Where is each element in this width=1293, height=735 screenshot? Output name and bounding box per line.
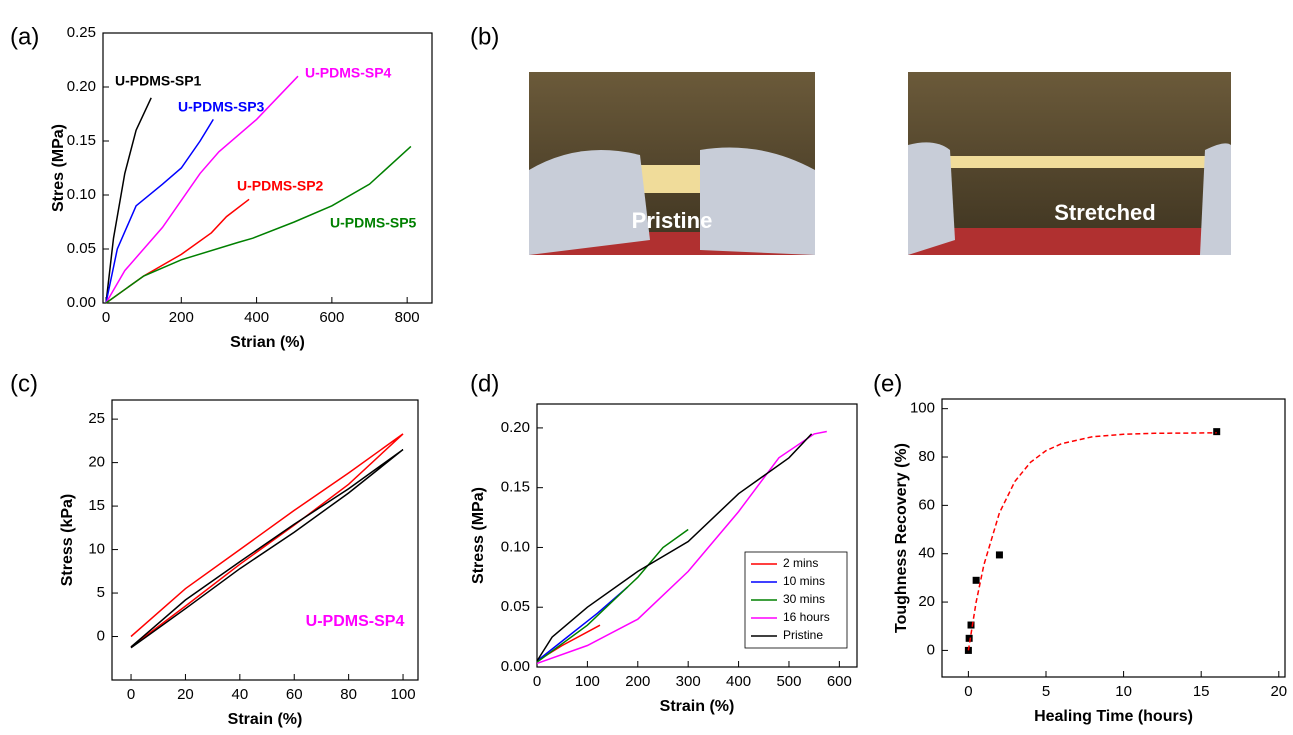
photo: Pristine (529, 72, 815, 255)
y-tick-label: 25 (88, 410, 105, 427)
x-tick-label: 100 (575, 673, 600, 690)
line (536, 586, 629, 662)
x-axis-title: Strain (%) (660, 698, 735, 715)
y-axis-title: Stress (kPa) (59, 494, 76, 587)
y-tick-label: 10 (88, 541, 105, 558)
y-tick-label: 0.15 (501, 479, 530, 496)
photo-caption: Pristine (632, 208, 713, 233)
y-axis-title: Stress (MPa) (470, 487, 487, 584)
x-tick-label: 60 (286, 686, 303, 703)
y-tick-label: 0.20 (501, 419, 530, 436)
y-tick-label: 0.25 (67, 24, 96, 41)
panel-label: (c) (10, 370, 38, 397)
line (130, 448, 404, 649)
y-tick-label: 0.05 (501, 598, 530, 615)
x-tick-label: 300 (676, 673, 701, 690)
y-tick-label: 0.10 (501, 538, 530, 555)
x-tick-label: 20 (1270, 683, 1287, 700)
x-tick-label: 500 (776, 673, 801, 690)
line (130, 433, 404, 648)
point (972, 576, 980, 584)
x-tick-label: 600 (319, 309, 344, 326)
point (964, 646, 972, 654)
y-tick-label: 60 (918, 496, 935, 513)
y-tick-label: 15 (88, 497, 105, 514)
x-axis-title: Strian (%) (230, 334, 305, 351)
plot-frame (111, 399, 419, 681)
series-label: U-PDMS-SP1 (115, 73, 202, 89)
x-tick-label: 20 (177, 686, 194, 703)
y-axis-title: Toughness Recovery (%) (893, 443, 910, 633)
x-tick-label: 80 (340, 686, 357, 703)
y-tick-label: 0.10 (67, 186, 96, 203)
panel-label: (d) (470, 370, 499, 397)
panel-label: (a) (10, 23, 39, 50)
line (536, 433, 813, 662)
line (105, 75, 299, 304)
y-tick-label: 0 (97, 627, 105, 644)
x-tick-label: 15 (1193, 683, 1210, 700)
series-label: U-PDMS-SP2 (237, 178, 324, 194)
photo: Stretched (908, 72, 1231, 255)
line (105, 145, 412, 304)
y-tick-label: 0.15 (67, 132, 96, 149)
photo-caption: Stretched (1054, 200, 1155, 225)
y-tick-label: 0.00 (501, 658, 530, 675)
line (536, 528, 689, 663)
x-tick-label: 40 (231, 686, 248, 703)
y-tick-label: 100 (910, 400, 935, 417)
y-axis-title: Stres (MPa) (50, 124, 67, 212)
x-tick-label: 100 (391, 686, 416, 703)
y-tick-label: 5 (97, 584, 105, 601)
y-tick-label: 20 (88, 454, 105, 471)
point (995, 551, 1003, 559)
y-tick-label: 20 (918, 593, 935, 610)
plot-frame (941, 398, 1286, 678)
series-label: U-PDMS-SP3 (178, 99, 265, 115)
x-tick-label: 800 (395, 309, 420, 326)
panel-label: (b) (470, 23, 499, 50)
x-tick-label: 600 (827, 673, 852, 690)
line (967, 432, 1217, 651)
x-tick-label: 0 (533, 673, 541, 690)
legend-label: 16 hours (783, 610, 830, 624)
x-tick-label: 0 (964, 683, 972, 700)
x-tick-label: 0 (102, 309, 110, 326)
x-tick-label: 400 (726, 673, 751, 690)
legend-label: 10 mins (783, 574, 825, 588)
x-tick-label: 5 (1042, 683, 1050, 700)
point (965, 634, 973, 642)
x-axis-title: Healing Time (hours) (1034, 708, 1193, 725)
x-tick-label: 10 (1115, 683, 1132, 700)
x-tick-label: 0 (127, 686, 135, 703)
x-axis-title: Strain (%) (228, 711, 303, 728)
y-tick-label: 0.20 (67, 78, 96, 95)
y-tick-label: 40 (918, 545, 935, 562)
annotation: U-PDMS-SP4 (306, 613, 405, 630)
y-tick-label: 0.00 (67, 294, 96, 311)
panel-label: (e) (873, 370, 902, 397)
series-label: U-PDMS-SP4 (305, 65, 392, 81)
point (1213, 428, 1221, 436)
plot-frame (536, 403, 858, 668)
y-tick-label: 80 (918, 448, 935, 465)
x-tick-label: 200 (625, 673, 650, 690)
x-tick-label: 200 (169, 309, 194, 326)
y-tick-label: 0.05 (67, 240, 96, 257)
line (105, 97, 152, 304)
point (967, 621, 975, 629)
series-label: U-PDMS-SP5 (330, 215, 417, 231)
line (105, 119, 214, 304)
legend-label: 2 mins (783, 556, 818, 570)
x-tick-label: 400 (244, 309, 269, 326)
y-tick-label: 0 (927, 641, 935, 658)
plot-frame (102, 32, 433, 304)
legend-label: Pristine (783, 628, 823, 642)
legend-label: 30 mins (783, 592, 825, 606)
